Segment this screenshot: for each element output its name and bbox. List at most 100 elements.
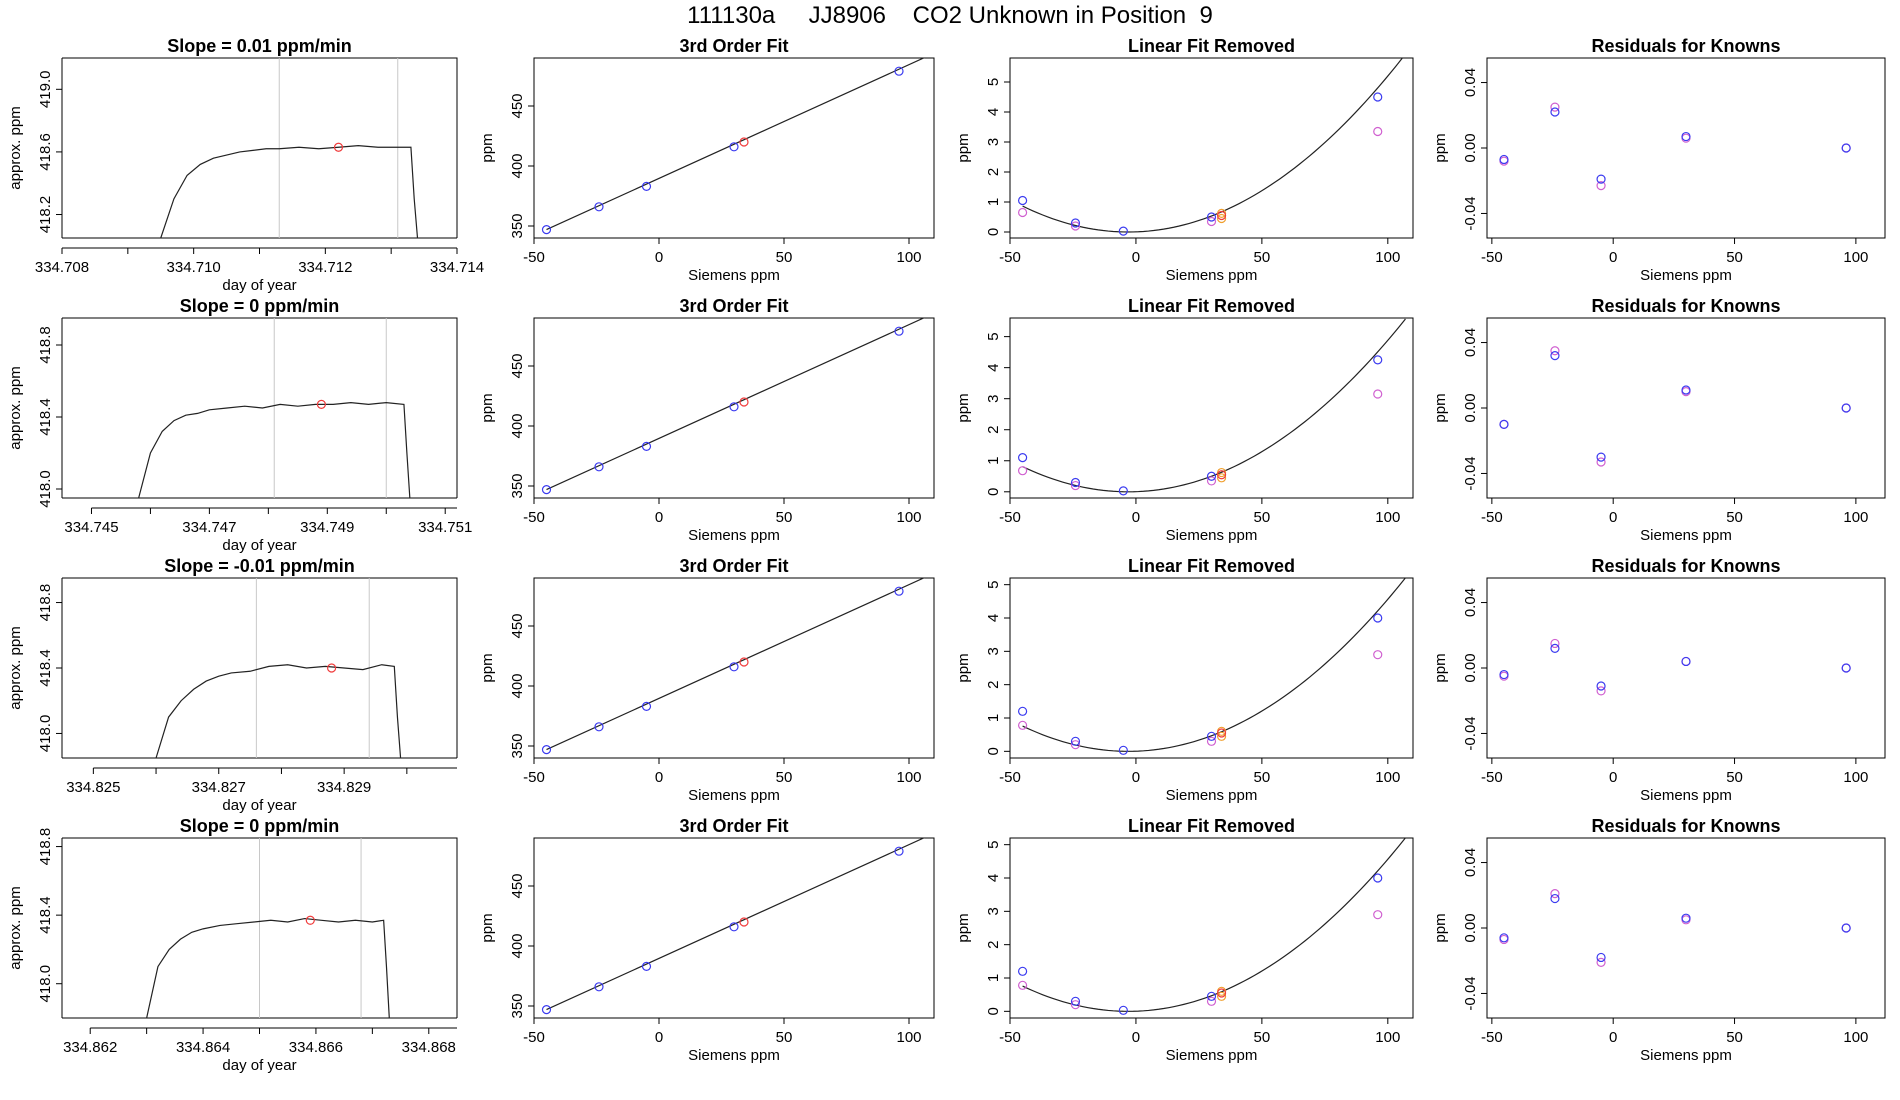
unknown-marker	[305, 915, 315, 925]
chart-panel-4: Slope = 0 ppm/min 334.745 334.747 334.749 33…	[7, 296, 472, 554]
known-point	[594, 202, 604, 212]
y-tick-label: 1	[985, 457, 1002, 465]
unknown-point	[1216, 988, 1227, 998]
plot-area	[1017, 58, 1404, 236]
x-tick-label: 0	[655, 769, 663, 786]
x-tick-label: 50	[1726, 1029, 1743, 1046]
y-tick-label: 450	[509, 873, 526, 898]
y-tick-label: 1	[985, 714, 1002, 722]
y-tick-label: 418.2	[37, 196, 54, 234]
plot-area	[160, 58, 419, 238]
x-tick-label: 334.825	[66, 779, 120, 796]
x-tick-label: 100	[1375, 1029, 1400, 1046]
x-tick-label: 334.745	[64, 519, 118, 536]
plot-area	[155, 578, 402, 758]
known-point	[1499, 669, 1509, 680]
x-tick-label: 0	[1132, 509, 1140, 526]
y-tick-label: 450	[509, 93, 526, 118]
known-point	[729, 922, 739, 932]
plot-area	[138, 318, 411, 498]
unknown-point	[1216, 728, 1227, 738]
x-tick-label: -50	[523, 769, 545, 786]
y-tick-label: 0.04	[1462, 328, 1479, 357]
x-tick-label: 334.829	[317, 779, 371, 796]
unknown-point	[739, 917, 749, 927]
x-tick-label: 334.866	[289, 1039, 343, 1056]
known-point	[1118, 1005, 1128, 1015]
x-tick-label: 100	[1375, 249, 1400, 266]
chart-panel-8: Slope = -0.01 ppm/min 334.825 334.827 334.8…	[7, 556, 458, 814]
x-axis-label: Siemens ppm	[1166, 1047, 1258, 1064]
alt-point	[1206, 476, 1217, 486]
x-axis-label: day of year	[222, 1057, 296, 1074]
known-point	[1118, 486, 1128, 496]
x-tick-label: -50	[523, 1029, 545, 1046]
x-tick-label: 0	[655, 249, 663, 266]
plot-area	[1017, 578, 1406, 755]
plot-area	[1499, 346, 1851, 467]
chart-panel-13: 3rd Order Fit -50 0 50 100 Siemens ppm 350 400 4…	[479, 816, 935, 1064]
y-axis-label: approx. ppm	[7, 366, 24, 449]
y-tick-label: 418.0	[37, 470, 54, 508]
x-tick-label: 334.862	[63, 1039, 117, 1056]
known-point	[1118, 226, 1128, 236]
known-point	[1596, 952, 1606, 963]
y-tick-label: 419.0	[37, 71, 54, 109]
known-point	[1681, 385, 1691, 395]
y-tick-label: 2	[985, 426, 1002, 434]
x-tick-label: -50	[999, 509, 1021, 526]
known-point	[729, 662, 739, 672]
y-tick-label: 2	[985, 940, 1002, 948]
reference-point	[1216, 991, 1227, 1001]
y-tick-label: 0.00	[1462, 653, 1479, 682]
x-tick-label: 50	[1726, 769, 1743, 786]
known-point	[894, 846, 904, 856]
known-point	[1206, 471, 1217, 481]
y-axis-label: ppm	[955, 133, 972, 162]
x-tick-label: 334.714	[430, 259, 484, 276]
x-tick-label: 100	[1843, 1029, 1868, 1046]
unknown-point	[1216, 470, 1227, 480]
x-tick-label: 0	[1132, 1029, 1140, 1046]
y-tick-label: 418.0	[37, 965, 54, 1003]
x-tick-label: -50	[1481, 249, 1503, 266]
y-tick-label: 5	[985, 78, 1002, 86]
x-tick-label: 0	[1132, 249, 1140, 266]
y-tick-label: 0	[985, 228, 1002, 236]
known-point	[1070, 736, 1081, 746]
x-axis-label: Siemens ppm	[1166, 787, 1258, 804]
known-point	[1017, 453, 1028, 463]
y-tick-label: 418.4	[37, 896, 54, 934]
y-tick-label: 418.8	[37, 584, 54, 622]
x-axis-label: Siemens ppm	[688, 267, 780, 284]
series-line	[155, 664, 402, 758]
y-tick-label: 0	[985, 488, 1002, 496]
y-tick-label: 418.8	[37, 326, 54, 364]
alt-point	[1596, 181, 1606, 191]
plot-frame	[1009, 837, 1414, 1019]
known-point	[1373, 92, 1383, 102]
y-tick-label: 3	[985, 907, 1002, 915]
y-tick-label: 350	[509, 213, 526, 238]
y-tick-label: -0.04	[1462, 976, 1479, 1010]
x-tick-label: 334.710	[167, 259, 221, 276]
unknown-marker	[316, 399, 327, 409]
plot-frame	[1486, 577, 1886, 759]
x-tick-label: 0	[1132, 769, 1140, 786]
y-tick-label: 4	[985, 874, 1002, 882]
known-point	[1070, 996, 1081, 1006]
y-tick-label: 3	[985, 647, 1002, 655]
known-point	[1550, 643, 1560, 653]
x-tick-label: 100	[1375, 769, 1400, 786]
known-point	[594, 462, 604, 472]
x-tick-label: -50	[1481, 769, 1503, 786]
chart-panel-15: Residuals for Knowns -50 0 50 100 Siemens ppm…	[1432, 816, 1886, 1064]
unknown-point	[739, 137, 749, 147]
y-axis-label: ppm	[1432, 393, 1449, 422]
y-axis-label: ppm	[955, 653, 972, 682]
plot-frame	[62, 837, 458, 1018]
x-tick-label: 334.868	[402, 1039, 456, 1056]
x-tick-label: 50	[1726, 509, 1743, 526]
chart-panel-12: Slope = 0 ppm/min 334.862 334.864 334.866 33…	[7, 816, 458, 1074]
known-point	[894, 66, 904, 76]
